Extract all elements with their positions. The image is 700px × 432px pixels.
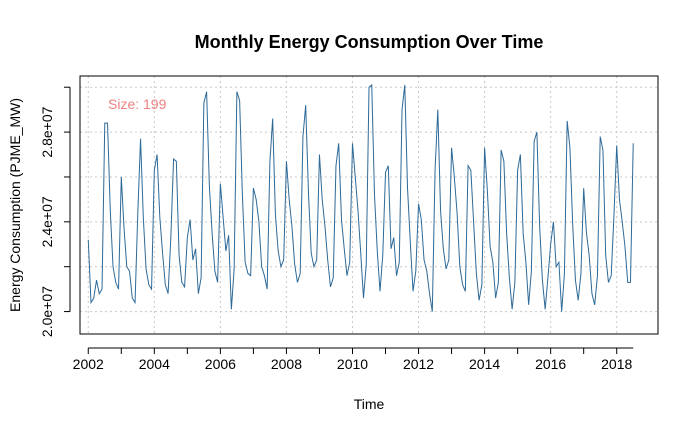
y-tick-label: 2.8e+07	[39, 106, 55, 157]
x-tick-label: 2012	[403, 356, 434, 372]
x-tick-label: 2016	[535, 356, 566, 372]
y-tick-label: 2.0e+07	[39, 286, 55, 337]
plot-frame	[79, 75, 659, 335]
x-tick-label: 2002	[73, 356, 104, 372]
x-tick-label: 2014	[469, 356, 500, 372]
chart-title: Monthly Energy Consumption Over Time	[195, 32, 544, 52]
y-tick-label: 2.4e+07	[39, 196, 55, 247]
y-axis: 2.0e+07 2.4e+07 2.8e+07	[39, 86, 71, 337]
x-tick-label: 2008	[271, 356, 302, 372]
x-tick-label: 2006	[205, 356, 236, 372]
x-tick-label: 2018	[601, 356, 632, 372]
x-axis-label: Time	[354, 396, 385, 412]
y-axis-label: Energy Consumption (PJME_MW)	[7, 98, 23, 312]
x-tick-label: 2010	[337, 356, 368, 372]
x-axis: 2002 2004 2006 2008 2010 2012 2014 2016 2018	[73, 347, 634, 372]
size-annotation: Size: 199	[108, 96, 167, 112]
series-line	[87, 83, 634, 312]
x-tick-label: 2004	[139, 356, 170, 372]
